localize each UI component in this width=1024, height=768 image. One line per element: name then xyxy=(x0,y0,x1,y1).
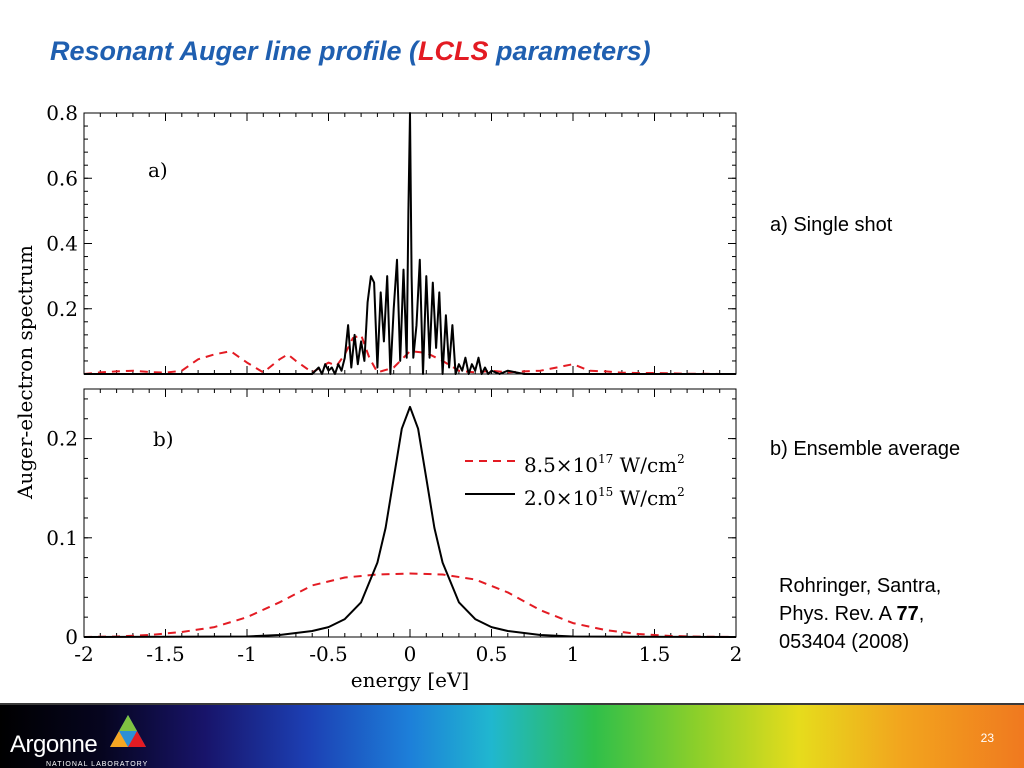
y-axis-label: Auger-electron spectrum xyxy=(13,245,37,500)
y-tick-label: 0.8 xyxy=(46,101,78,125)
note-ensemble-average: b) Ensemble average xyxy=(770,438,961,460)
citation-authors: Rohringer, Santra, xyxy=(779,575,942,597)
y-tick-label: 0.2 xyxy=(46,297,78,321)
note-single-shot: a) Single shot xyxy=(770,214,893,236)
x-tick-label: 1.5 xyxy=(639,642,671,666)
y-tick-label: 0.6 xyxy=(46,166,78,190)
citation: Rohringer, Santra, Phys. Rev. A 77, 0534… xyxy=(779,572,941,656)
solid-series-line-panel-a xyxy=(84,112,736,375)
legend-solid-label: 2.0×1015 W/cm2 xyxy=(524,485,685,510)
title-text: Resonant Auger line profile ( xyxy=(50,36,419,66)
y-tick-label: 0.2 xyxy=(46,427,78,451)
title-text-end: parameters) xyxy=(488,36,651,66)
slide-title: Resonant Auger line profile (LCLS parame… xyxy=(50,36,651,67)
page-number: 23 xyxy=(980,731,994,745)
auger-spectrum-chart: 0.2 0.4 0.6 0.8 a) 0 0.1 0.2 -2 -1.5 -1 -0.5 0 0.5… xyxy=(13,101,743,692)
legend-dashed-label: 8.5×1017 W/cm2 xyxy=(524,452,685,477)
panel-b-frame xyxy=(83,388,737,638)
logo-subtitle: NATIONAL LABORATORY xyxy=(46,761,149,768)
panel-a-label: a) xyxy=(148,158,168,182)
citation-volume: 77 xyxy=(896,603,919,625)
panel-a: 0.2 0.4 0.6 0.8 a) xyxy=(46,101,737,375)
footer-divider xyxy=(0,703,1024,705)
legend: 8.5×1017 W/cm2 2.0×1015 W/cm2 xyxy=(465,452,685,510)
citation-pages: 053404 (2008) xyxy=(779,631,910,653)
x-tick-label: -0.5 xyxy=(309,642,348,666)
footer-bar: Argonne NATIONAL LABORATORY 23 xyxy=(0,703,1024,768)
citation-comma: , xyxy=(918,603,925,625)
citation-journal: Phys. Rev. A xyxy=(779,603,897,625)
citation-journal-line: Phys. Rev. A 77, xyxy=(779,600,941,628)
panel-b-label: b) xyxy=(153,427,174,451)
logo-name: Argonne xyxy=(10,731,98,758)
panel-b: 0 0.1 0.2 -2 -1.5 -1 -0.5 0 0.5 1 1.5 2 b) 8.5×101… xyxy=(46,388,743,666)
x-tick-label: 0.5 xyxy=(476,642,508,666)
dashed-series-line-panel-b xyxy=(83,572,737,638)
dashed-series-line-panel-a xyxy=(83,333,736,375)
x-tick-label: 0 xyxy=(404,642,417,666)
x-tick-label: -1.5 xyxy=(146,642,185,666)
x-axis-label: energy [eV] xyxy=(351,668,469,692)
y-tick-label: 0.1 xyxy=(46,526,78,550)
y-tick-label: 0.4 xyxy=(46,232,78,256)
solid-series-line-panel-b xyxy=(83,405,737,638)
x-tick-label: -2 xyxy=(74,642,93,666)
x-tick-label: 2 xyxy=(730,642,743,666)
title-highlight: LCLS xyxy=(418,36,489,66)
x-tick-label: -1 xyxy=(237,642,256,666)
argonne-triangle-icon xyxy=(110,715,146,747)
y-tick-label: 0 xyxy=(65,625,78,649)
x-tick-label: 1 xyxy=(567,642,580,666)
